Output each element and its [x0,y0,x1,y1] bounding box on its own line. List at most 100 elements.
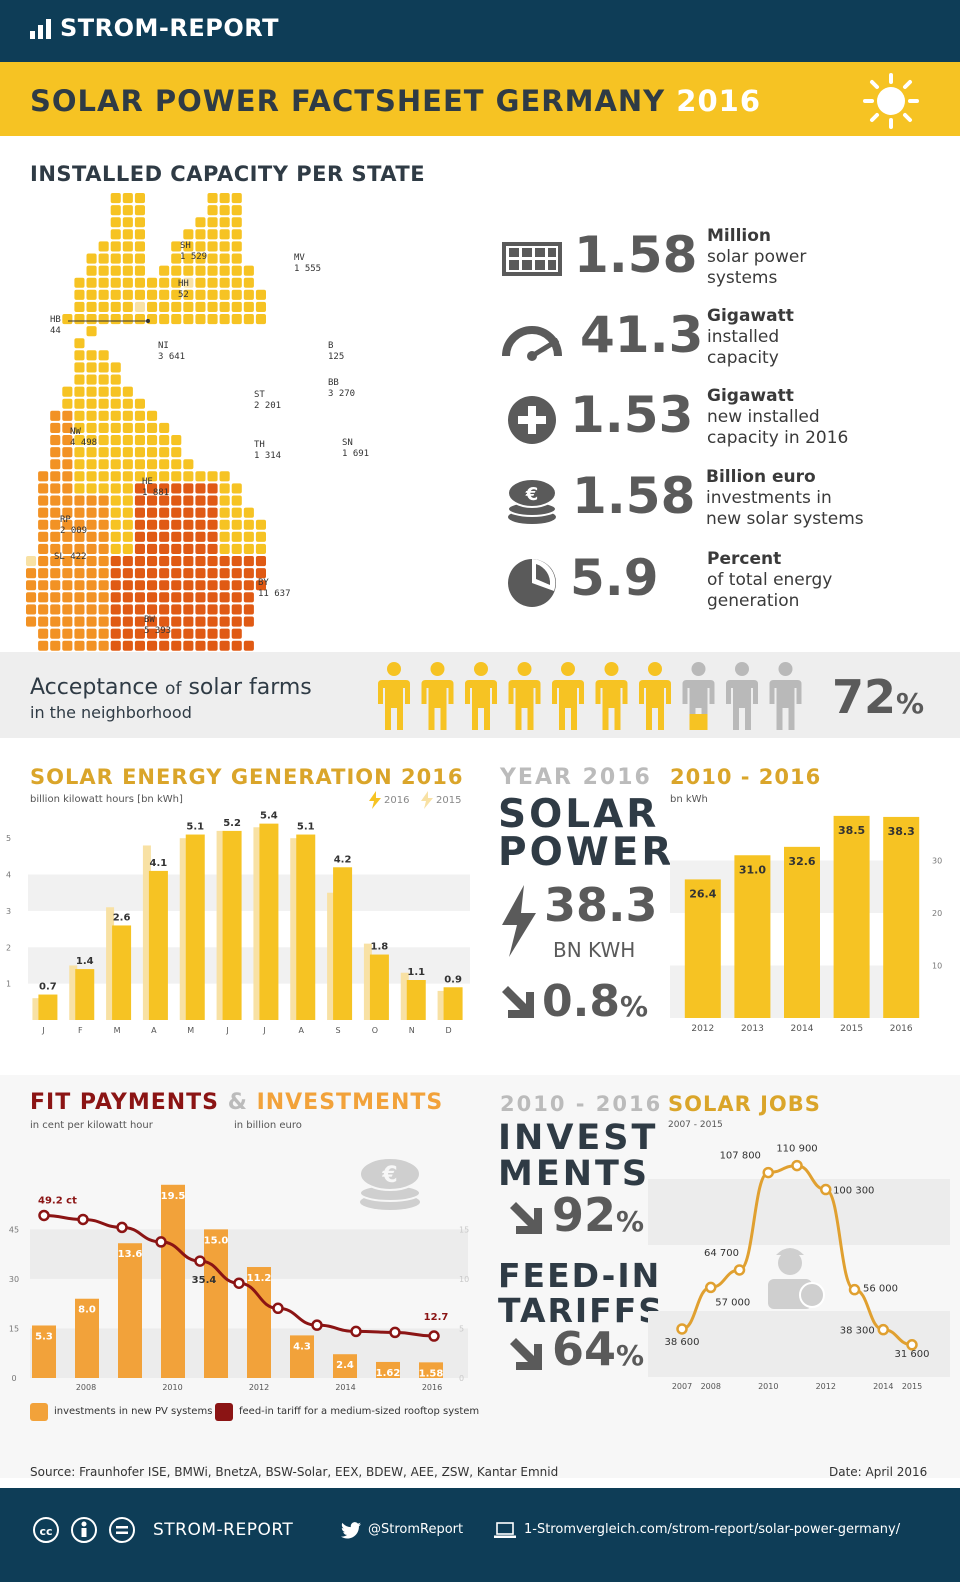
map-tile [134,193,145,204]
map-tile [231,241,242,252]
jobs-value-label: 110 900 [776,1144,817,1155]
annual-subtitle: bn kWh [670,794,708,805]
state-code: HE [142,477,153,487]
person-body [421,680,454,730]
map-tile [110,229,121,240]
state-label-hb: HB 44 [50,315,61,337]
map-tile [110,604,121,615]
x-tick-label: 2016 [422,1383,442,1392]
creative-commons-icons[interactable]: cc [32,1516,142,1544]
map-tile [134,556,145,567]
bolt-icon-2015 [421,791,433,809]
map-tile [207,640,218,651]
map-tile [122,519,133,530]
map-tile [98,471,109,482]
jobs-value-label: 56 000 [863,1284,898,1295]
map-tile [171,628,182,639]
annual-bar [784,846,820,1018]
bar-2015 [142,845,151,1020]
map-tile [98,301,109,312]
map-tile [122,193,133,204]
bar-value-label: 0.9 [444,974,462,985]
map-tile [195,265,206,276]
invest-headline: INVEST MENTS [498,1120,658,1192]
brand[interactable]: STROM-REPORT [30,14,279,42]
map-tile [74,301,85,312]
map-tile [86,265,97,276]
jobs-title: SOLAR JOBS [668,1092,821,1116]
map-tile [219,495,230,506]
map-tile [122,253,133,264]
state-label-rp: RP 2 009 [60,515,87,537]
map-tile [159,483,170,494]
year-headline: SOLAR POWER [498,795,674,872]
state-code: RP [60,515,71,525]
footer-twitter[interactable]: @StromReport [368,1522,464,1537]
map-tile [74,543,85,554]
map-tile [171,519,182,530]
map-tile [110,580,121,591]
map-tile [134,217,145,228]
feed-change: 64 [552,1322,617,1376]
bar-value-label: 1.4 [76,956,94,967]
map-tile [110,410,121,421]
map-tile [50,459,61,470]
tariff-mid-label: 35.4 [192,1275,217,1286]
map-tile [26,592,37,603]
x-tick-label: J [225,1026,228,1035]
map-tile [171,265,182,276]
map-tile [231,531,242,542]
acceptance-title: Acceptance of solar farms [30,675,312,700]
person-body [639,680,671,730]
map-tile [38,495,49,506]
map-tile [98,241,109,252]
y-tick-label: 4 [6,871,11,880]
map-tile [122,640,133,651]
map-tile [147,483,158,494]
map-tile [195,543,206,554]
map-tile [183,592,194,603]
stat-label: Gigawatt installed capacity [707,306,794,369]
state-value: 1 555 [294,264,322,274]
map-tile [110,556,121,567]
map-tile [110,265,121,276]
map-tile [195,580,206,591]
map-tile [147,301,158,312]
state-value: 1 314 [254,451,282,461]
map-tile [62,447,73,458]
person-head [517,662,532,676]
map-tile [122,410,133,421]
twitter-icon[interactable] [341,1522,361,1539]
map-tile [171,495,182,506]
map-tile [243,277,254,288]
footer-url[interactable]: 1-Stromvergleich.com/strom-report/solar-… [524,1522,901,1537]
stat-label-line1: solar power [707,247,807,267]
map-tile [86,435,97,446]
map-tile [147,495,158,506]
person-icon [769,662,802,730]
map-tile [159,543,170,554]
map-tile [86,616,97,627]
map-tile [195,616,206,627]
map-tile [50,507,61,518]
map-tile [243,640,254,651]
acceptance-subtitle: in the neighborhood [30,703,192,722]
invest-bar-label: 13.6 [118,1249,143,1260]
stat-value: 1.58 [574,226,698,284]
map-tile [110,289,121,300]
map-tile [98,386,109,397]
map-tile [147,471,158,482]
map-tile [183,241,194,252]
map-tile [74,531,85,542]
annual-bar [734,855,771,1018]
state-value: 3 641 [158,352,186,362]
map-tile [134,277,145,288]
state-value: 52 [178,290,189,300]
acceptance-value: 72 [832,670,897,724]
map-tile [159,628,170,639]
euro-coins-icon: € [507,478,557,524]
map-tile [159,556,170,567]
map-tile [183,483,194,494]
annual-bar [883,816,920,1018]
map-tile [86,289,97,300]
